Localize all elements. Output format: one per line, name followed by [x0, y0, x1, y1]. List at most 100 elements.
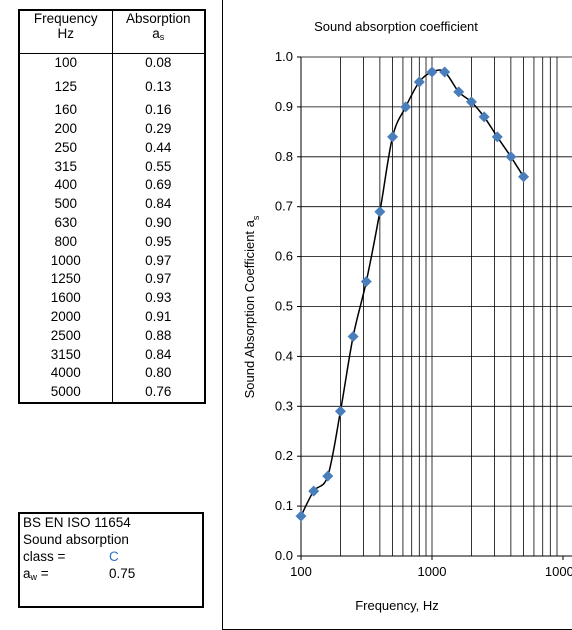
header-frequency-label: Frequency [33, 11, 98, 26]
aw-subscript: w [30, 572, 38, 582]
frequency-cell: 315 [19, 157, 113, 176]
table-row: 250 0.44 [19, 138, 205, 158]
aw-equals: = [37, 566, 49, 581]
y-tick-label: 0.1 [275, 498, 293, 513]
data-point [347, 330, 359, 342]
table-row: 315 0.55 [19, 157, 205, 176]
table-row: 160 0.16 [19, 100, 205, 120]
data-point [478, 111, 490, 123]
data-point [322, 470, 334, 482]
data-point [491, 131, 503, 143]
table-row: 1250 0.97 [19, 269, 205, 289]
absorption-cell: 0.91 [145, 308, 172, 324]
table-row: 2500 0.88 [19, 326, 205, 346]
absorption-cell: 0.08 [145, 55, 172, 71]
table-row: 125 0.13 [19, 72, 205, 101]
y-tick-label: 1.0 [275, 49, 293, 64]
class-label: class = [23, 549, 66, 564]
frequency-cell: 5000 [19, 382, 113, 403]
frequency-cell: 1000 [19, 251, 113, 270]
y-tick-label: 0.9 [275, 99, 293, 114]
class-row: class = C [20, 548, 202, 565]
y-axis-label-subscript: s [251, 215, 261, 220]
frequency-cell: 1600 [19, 288, 113, 308]
header-absorption-subscript: s [159, 32, 165, 42]
table-row: 2000 0.91 [19, 307, 205, 327]
table-row: 5000 0.76 [19, 382, 205, 403]
data-point [505, 151, 517, 163]
chart-grid [300, 56, 572, 557]
frequency-cell: 250 [19, 138, 113, 158]
frequency-cell: 160 [19, 100, 113, 120]
absorption-cell: 0.13 [145, 78, 172, 94]
data-point [334, 405, 346, 417]
frequency-cell: 4000 [19, 363, 113, 383]
y-tick-label: 0.4 [275, 348, 293, 363]
frequency-cell: 2500 [19, 326, 113, 346]
y-axis-label-text: Sound Absorption Coefficient a [242, 219, 257, 398]
table-row: 400 0.69 [19, 175, 205, 195]
frequency-cell: 630 [19, 213, 113, 233]
absorption-chart: Sound absorption coefficient 0.00.10.20.… [242, 19, 572, 613]
y-tick-label: 0.3 [275, 398, 293, 413]
header-absorption-symbol: a [152, 26, 160, 41]
header-frequency: Frequency Hz [19, 10, 113, 54]
data-point [439, 66, 451, 78]
table-row: 200 0.29 [19, 119, 205, 139]
absorption-cell: 0.93 [145, 290, 172, 306]
absorption-cell: 0.95 [145, 233, 172, 249]
y-axis-label: Sound Absorption Coefficient as [242, 215, 261, 398]
data-point [374, 206, 386, 218]
absorption-cell: 0.29 [145, 120, 172, 136]
absorption-cell: 0.76 [145, 384, 172, 400]
data-point [413, 76, 425, 88]
frequency-cell: 800 [19, 232, 113, 252]
standard-label: BS EN ISO 11654 [23, 515, 131, 530]
y-tick-label: 0.2 [275, 448, 293, 463]
absorption-cell: 0.97 [145, 252, 172, 268]
classification-box: BS EN ISO 11654 Sound absorption class =… [18, 512, 204, 608]
table-body: 100 0.08 125 0.13 160 0.16 200 0.29 250 0.44 315 0.… [19, 53, 205, 403]
chart-axes: 0.0 0.1 0.2 0.3 0.4 0.5 0.6 0.7 0.8 0.9 1.0 100 1000… [275, 49, 572, 579]
table-row: 500 0.84 [19, 194, 205, 214]
y-tick-label: 0.7 [275, 199, 293, 214]
header-absorption-label: Absorption [125, 11, 191, 26]
x-tick-label: 100 [290, 564, 312, 579]
absorption-cell: 0.16 [145, 102, 172, 118]
data-point [518, 171, 530, 183]
frequency-cell: 1250 [19, 269, 113, 289]
absorption-table: Frequency Hz Absorption as 100 0.08 125 0.1… [18, 9, 206, 404]
absorption-cell: 0.88 [145, 327, 172, 343]
absorption-cell: 0.80 [145, 365, 172, 381]
aw-row: aw = 0.75 [20, 565, 202, 586]
frequency-cell: 400 [19, 175, 113, 195]
y-tick-label: 0.5 [275, 299, 293, 314]
data-point [465, 96, 477, 108]
x-axis-label: Frequency, Hz [355, 598, 439, 613]
absorption-cell: 0.55 [145, 158, 172, 174]
data-point [295, 510, 307, 522]
aw-symbol: a [23, 566, 31, 581]
frequency-cell: 3150 [19, 345, 113, 364]
chart-series [295, 66, 530, 522]
y-tick-label: 0.6 [275, 249, 293, 264]
table-row: 630 0.90 [19, 213, 205, 233]
aw-label: aw = [23, 565, 109, 586]
absorption-cell: 0.69 [145, 177, 172, 193]
frequency-cell: 500 [19, 194, 113, 214]
aw-value: 0.75 [109, 566, 136, 581]
data-point [387, 131, 399, 143]
data-point [453, 86, 465, 98]
header-absorption: Absorption as [112, 10, 205, 54]
table-row: 800 0.95 [19, 232, 205, 252]
frequency-cell: 100 [19, 53, 113, 73]
frequency-cell: 200 [19, 119, 113, 139]
class-value: C [109, 549, 119, 564]
table-row: 1600 0.93 [19, 288, 205, 308]
table-row: 3150 0.84 [19, 345, 205, 364]
data-point [426, 66, 438, 78]
absorption-cell: 0.97 [145, 271, 172, 287]
table-row: 100 0.08 [19, 53, 205, 73]
series-line [300, 69, 525, 517]
